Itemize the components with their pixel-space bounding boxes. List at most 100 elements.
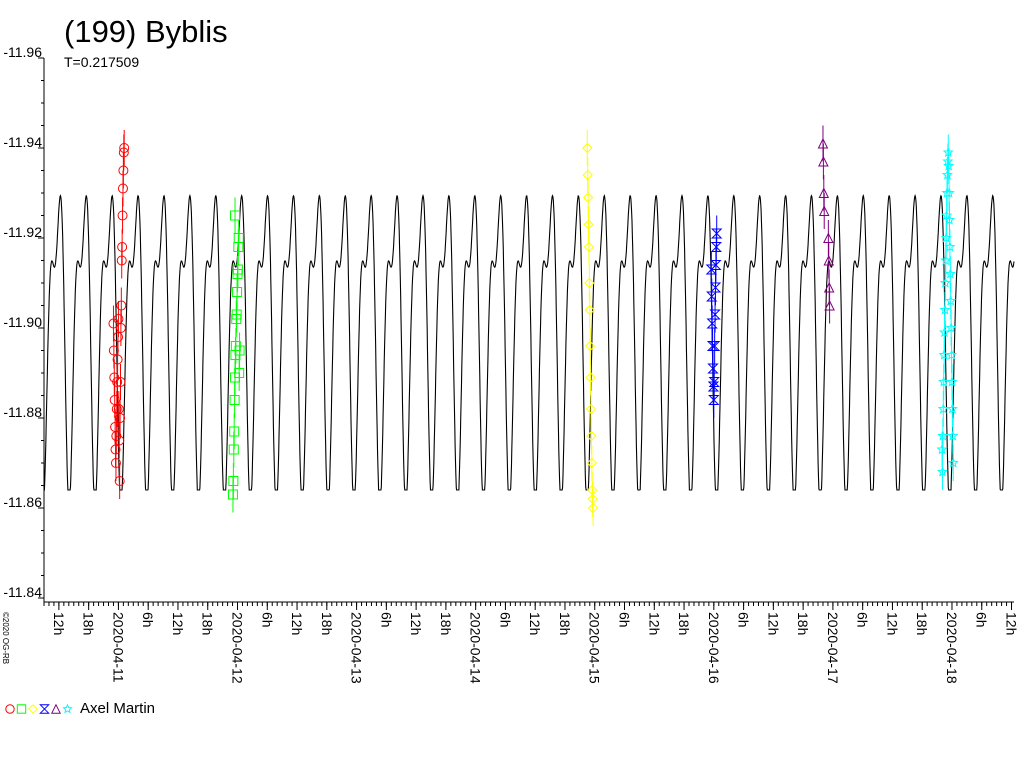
y-tick-label: -11.90 xyxy=(3,314,42,330)
copyright-text: ©2020 OG-RB xyxy=(1,612,10,665)
x-tick-label: 12h xyxy=(765,612,781,635)
data-point xyxy=(39,703,50,714)
x-tick-label: 12h xyxy=(289,612,305,635)
data-point xyxy=(943,214,956,225)
data-point xyxy=(937,430,949,441)
data-point xyxy=(586,457,598,469)
data-point xyxy=(28,703,38,714)
data-point xyxy=(944,268,956,279)
x-tick-label: 18h xyxy=(81,612,97,635)
x-tick-label: 2020-04-17 xyxy=(825,612,841,684)
data-point xyxy=(936,466,948,477)
data-point xyxy=(946,376,958,387)
x-tick-label: 18h xyxy=(795,612,811,635)
data-point xyxy=(708,341,721,351)
chart-title: (199) Byblis xyxy=(64,14,228,49)
data-point xyxy=(945,322,957,333)
data-point xyxy=(709,282,722,293)
data-point xyxy=(119,143,130,153)
x-tick-label: 18h xyxy=(438,612,454,635)
data-point xyxy=(943,160,955,171)
x-tick-label: 12h xyxy=(527,612,543,635)
x-tick-label: 6h xyxy=(974,612,990,628)
legend: Axel Martin xyxy=(4,700,155,717)
data-point xyxy=(114,476,125,486)
data-points xyxy=(108,125,959,526)
data-series xyxy=(817,125,835,324)
data-point xyxy=(5,703,15,714)
x-tick-label: 12h xyxy=(1004,612,1020,635)
data-point xyxy=(583,241,595,253)
data-point xyxy=(818,205,830,216)
data-point xyxy=(117,210,128,221)
data-point xyxy=(229,426,240,437)
data-point xyxy=(16,703,27,714)
data-point xyxy=(233,233,244,243)
data-point xyxy=(944,241,956,252)
x-tick-label: 18h xyxy=(200,612,216,635)
data-point xyxy=(710,242,723,252)
data-point xyxy=(945,295,957,306)
x-tick-label: 6h xyxy=(617,612,633,628)
data-series xyxy=(705,215,723,418)
data-point xyxy=(582,192,594,203)
x-tick-label: 6h xyxy=(736,612,752,628)
x-tick-label: 2020-04-16 xyxy=(706,612,722,684)
x-tick-label: 18h xyxy=(676,612,692,635)
y-tick-label: -11.88 xyxy=(3,404,42,420)
data-point xyxy=(116,300,127,311)
x-tick-label: 6h xyxy=(259,612,275,628)
y-tick-label: -11.84 xyxy=(3,584,42,600)
y-tick-label: -11.86 xyxy=(3,494,42,510)
data-point xyxy=(228,476,239,486)
x-tick-label: 12h xyxy=(51,612,67,635)
data-point xyxy=(708,377,720,387)
x-tick-label: 6h xyxy=(497,612,513,628)
x-tick-label: 12h xyxy=(646,612,662,635)
x-tick-label: 6h xyxy=(855,612,871,628)
data-point xyxy=(939,304,951,315)
data-point xyxy=(584,277,595,289)
data-point xyxy=(947,457,959,468)
x-tick-label: 12h xyxy=(408,612,424,635)
data-point xyxy=(110,458,121,468)
x-tick-label: 18h xyxy=(557,612,573,635)
y-tick-label: -11.96 xyxy=(3,44,42,60)
x-tick-label: 6h xyxy=(378,612,394,628)
data-point xyxy=(946,403,958,414)
data-point xyxy=(939,277,951,288)
x-tick-label: 2020-04-11 xyxy=(110,612,126,683)
data-point xyxy=(584,340,596,352)
data-series xyxy=(582,130,599,526)
data-point xyxy=(117,242,128,252)
data-series xyxy=(936,134,959,490)
data-point xyxy=(705,264,718,275)
data-point xyxy=(937,403,949,414)
data-series xyxy=(108,130,130,499)
data-point xyxy=(582,142,593,154)
data-series xyxy=(227,197,245,513)
data-point xyxy=(585,372,596,383)
x-axis-ticks: 12h 18h 2020-04-11 6h 12h 18h 2020-04-12 6h 12h 1… xyxy=(43,602,1020,684)
data-point xyxy=(62,702,73,713)
data-point xyxy=(234,345,245,356)
data-point xyxy=(113,314,124,324)
data-point xyxy=(708,395,720,405)
legend-label: Axel Martin xyxy=(80,700,156,717)
data-point xyxy=(711,228,723,239)
x-tick-label: 2020-04-13 xyxy=(349,612,365,684)
model-curve-path xyxy=(43,193,1015,491)
data-point xyxy=(947,430,959,441)
data-point xyxy=(710,260,722,270)
data-point xyxy=(823,254,835,266)
data-point xyxy=(587,502,599,514)
data-point xyxy=(936,443,948,455)
data-point xyxy=(943,187,955,198)
data-point xyxy=(709,309,721,320)
x-tick-label: 18h xyxy=(914,612,930,635)
x-tick-label: 2020-04-15 xyxy=(587,612,603,684)
legend-markers xyxy=(5,702,73,714)
y-tick-label: -11.94 xyxy=(3,134,42,150)
x-tick-label: 6h xyxy=(140,612,156,628)
